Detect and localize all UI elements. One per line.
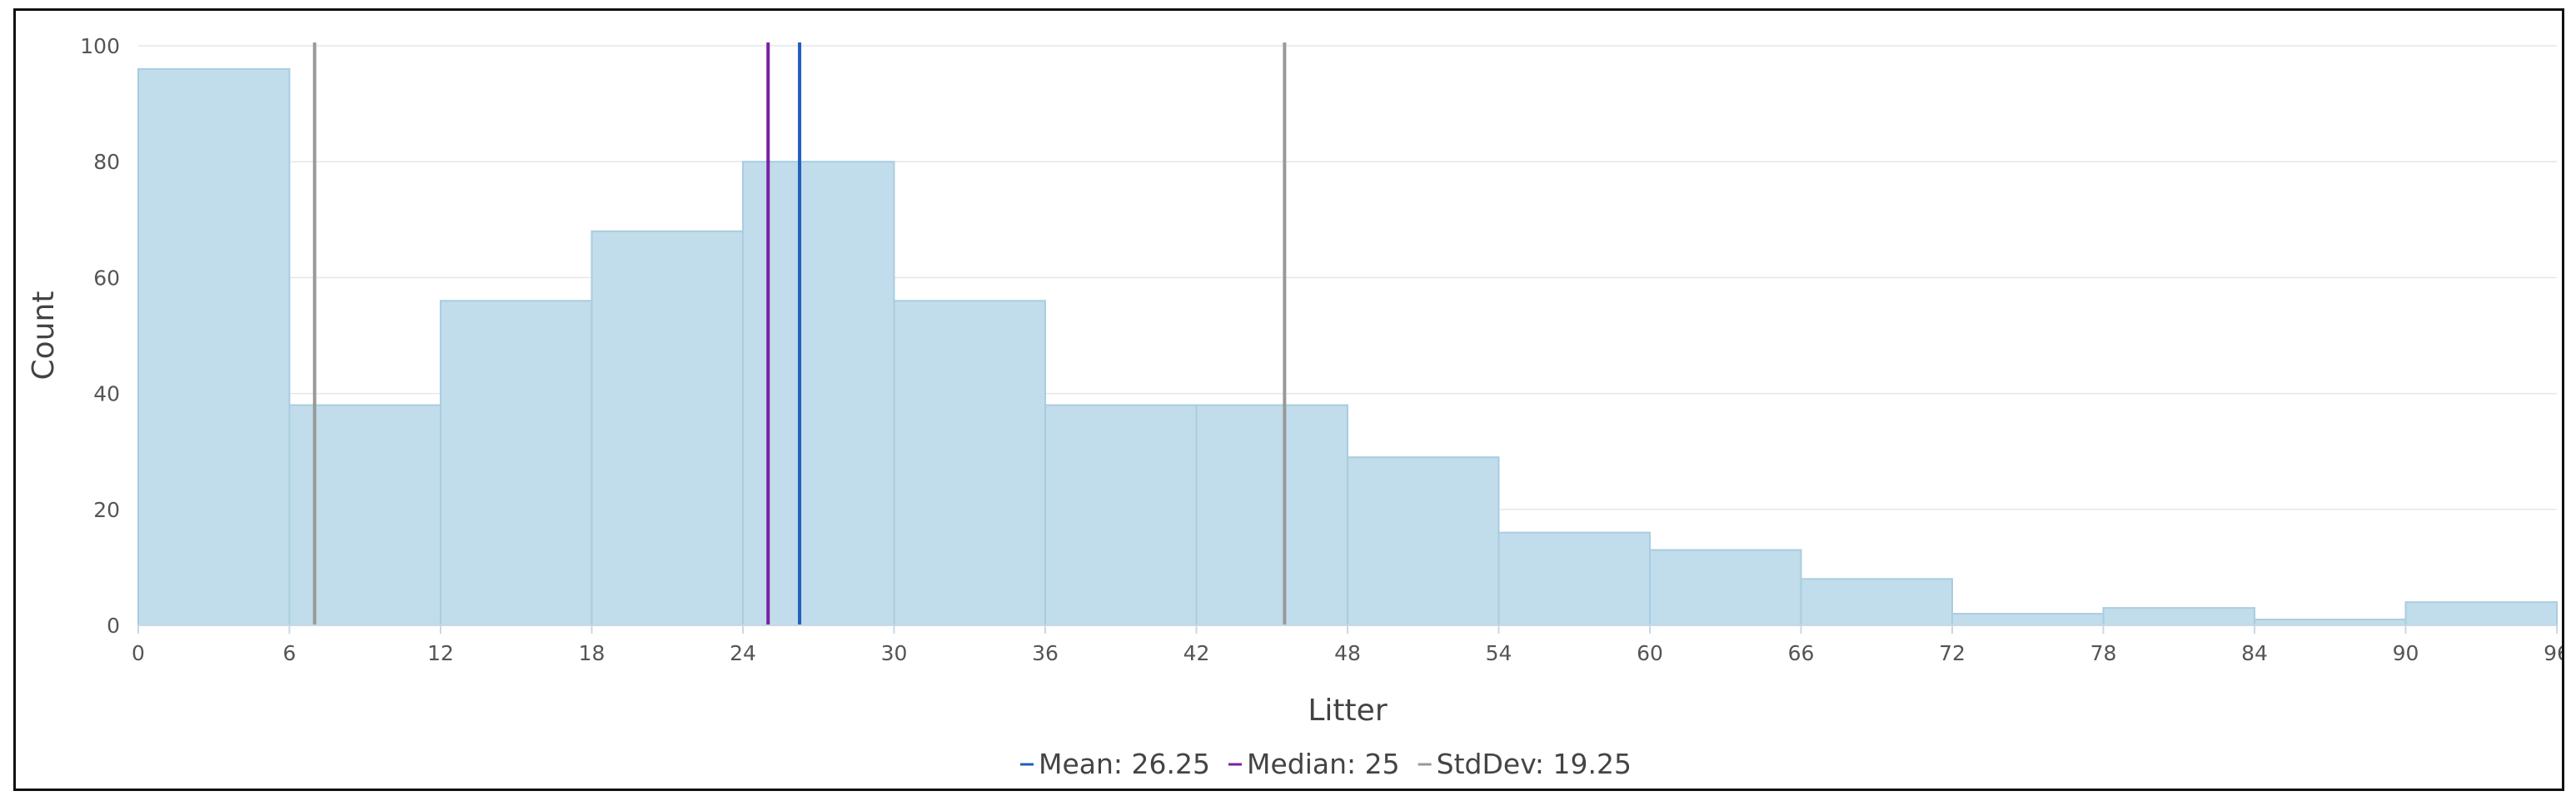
legend: Mean: 26.25 Median: 25 StdDev: 19.25 — [1020, 748, 1632, 780]
x-tick-label-24: 24 — [730, 641, 756, 665]
x-tick-label-72: 72 — [1939, 641, 1966, 665]
x-tick-label-66: 66 — [1788, 641, 1815, 665]
histogram-bar-1 — [288, 404, 441, 626]
y-tick-label-0: 0 — [107, 614, 120, 638]
reference-lines — [312, 42, 1287, 625]
x-tick-label-6: 6 — [283, 641, 296, 665]
histogram-bar-6 — [1044, 404, 1198, 626]
axes: 0 20 40 60 80 100 0 6 12 18 24 30 36 42 48 54 60 66 72 78 84… — [80, 34, 2562, 665]
histogram-bar-5 — [893, 300, 1046, 626]
y-axis-title: Count — [27, 291, 61, 381]
x-tick-label-0: 0 — [132, 641, 145, 665]
histogram-bar-13 — [2102, 607, 2255, 626]
x-axis-title: Litter — [1308, 694, 1387, 728]
histogram-bar-12 — [1951, 613, 2105, 627]
chart-frame: 0 20 40 60 80 100 0 6 12 18 24 30 36 42 48 54 60 66 72 78 84… — [13, 8, 2564, 791]
histogram-bar-15 — [2404, 601, 2558, 626]
histogram-bar-11 — [1800, 578, 1953, 627]
histogram-bar-2 — [440, 300, 593, 626]
y-tick-label-40: 40 — [93, 382, 120, 406]
x-tick-label-96: 96 — [2544, 641, 2562, 665]
histogram-bars — [137, 67, 2558, 627]
histogram-bar-4 — [742, 161, 895, 626]
x-tick-label-42: 42 — [1183, 641, 1210, 665]
histogram-bar-9 — [1497, 531, 1651, 627]
x-tick-label-36: 36 — [1032, 641, 1059, 665]
y-tick-label-100: 100 — [80, 34, 120, 58]
y-tick-label-60: 60 — [93, 266, 120, 290]
legend-label-2: StdDev: 19.25 — [1437, 748, 1632, 780]
x-tick-label-84: 84 — [2241, 641, 2268, 665]
legend-label-1: Median: 25 — [1247, 748, 1400, 780]
x-tick-label-18: 18 — [579, 641, 605, 665]
histogram-chart: 0 20 40 60 80 100 0 6 12 18 24 30 36 42 48 54 60 66 72 78 84… — [27, 34, 2562, 780]
histogram-bar-14 — [2254, 619, 2407, 626]
legend-label-0: Mean: 26.25 — [1039, 748, 1210, 780]
x-tick-label-60: 60 — [1637, 641, 1663, 665]
histogram-bar-7 — [1195, 404, 1348, 626]
x-tick-label-78: 78 — [2090, 641, 2117, 665]
histogram-bar-3 — [590, 230, 744, 626]
histogram-bar-0 — [137, 67, 291, 626]
y-tick-label-80: 80 — [93, 150, 120, 174]
x-tick-label-48: 48 — [1334, 641, 1361, 665]
histogram-bar-8 — [1347, 456, 1500, 626]
x-tick-label-12: 12 — [427, 641, 454, 665]
x-tick-label-30: 30 — [881, 641, 908, 665]
x-tick-label-54: 54 — [1486, 641, 1512, 665]
y-tick-label-20: 20 — [93, 498, 120, 522]
histogram-bar-10 — [1649, 549, 1802, 627]
x-tick-label-90: 90 — [2393, 641, 2419, 665]
